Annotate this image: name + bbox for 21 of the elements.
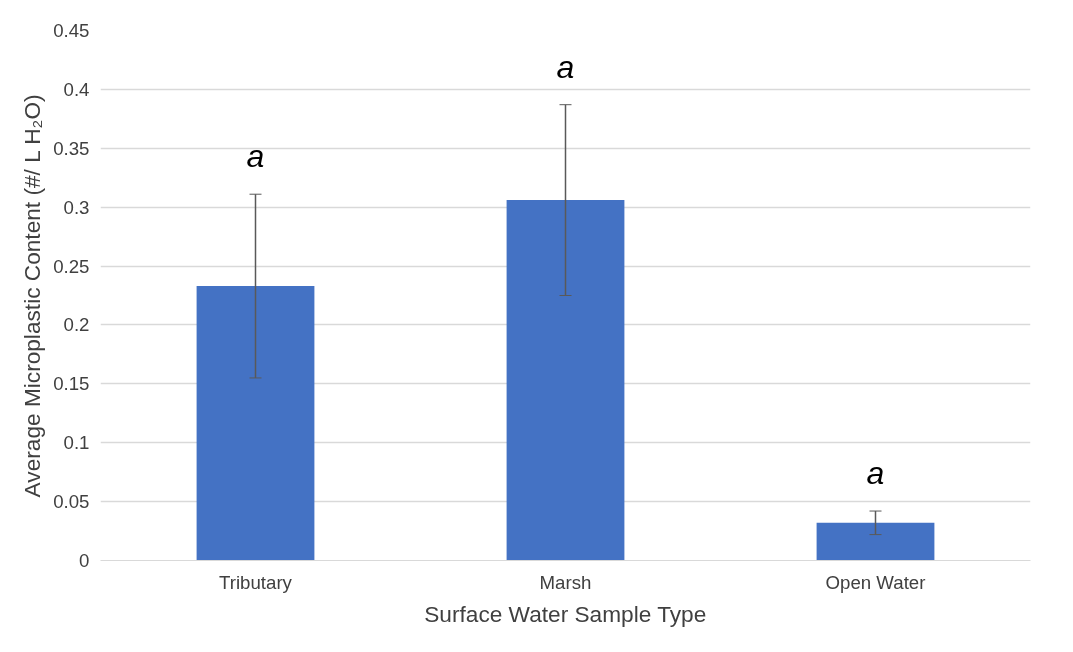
y-tick-label: 0.2 [63,314,90,336]
y-tick-label: 0.3 [63,196,90,218]
bar [816,522,935,561]
y-tick-label: 0.15 [53,373,90,395]
y-tick-label: 0.45 [53,20,90,41]
y-tick-label: 0.25 [53,255,90,277]
annotation: a [556,48,575,85]
bar [506,200,625,561]
bar [196,286,315,561]
y-tick-label: 0.05 [53,491,90,513]
x-tick-label: Marsh [539,571,592,593]
y-tick-label: 0.1 [63,432,90,454]
y-axis-title: Average Microplastic Content (#/ L H₂O) [19,94,46,498]
y-tick-label: 0.35 [53,137,90,159]
annotation: a [866,455,885,492]
y-tick-label: 0 [79,550,90,571]
x-tick-label: Open Water [825,571,926,593]
y-tick-label: 0.4 [63,78,90,100]
x-tick-label: Tributary [219,571,293,593]
x-axis-title: Surface Water Sample Type [424,600,707,627]
annotation: a [246,138,265,175]
